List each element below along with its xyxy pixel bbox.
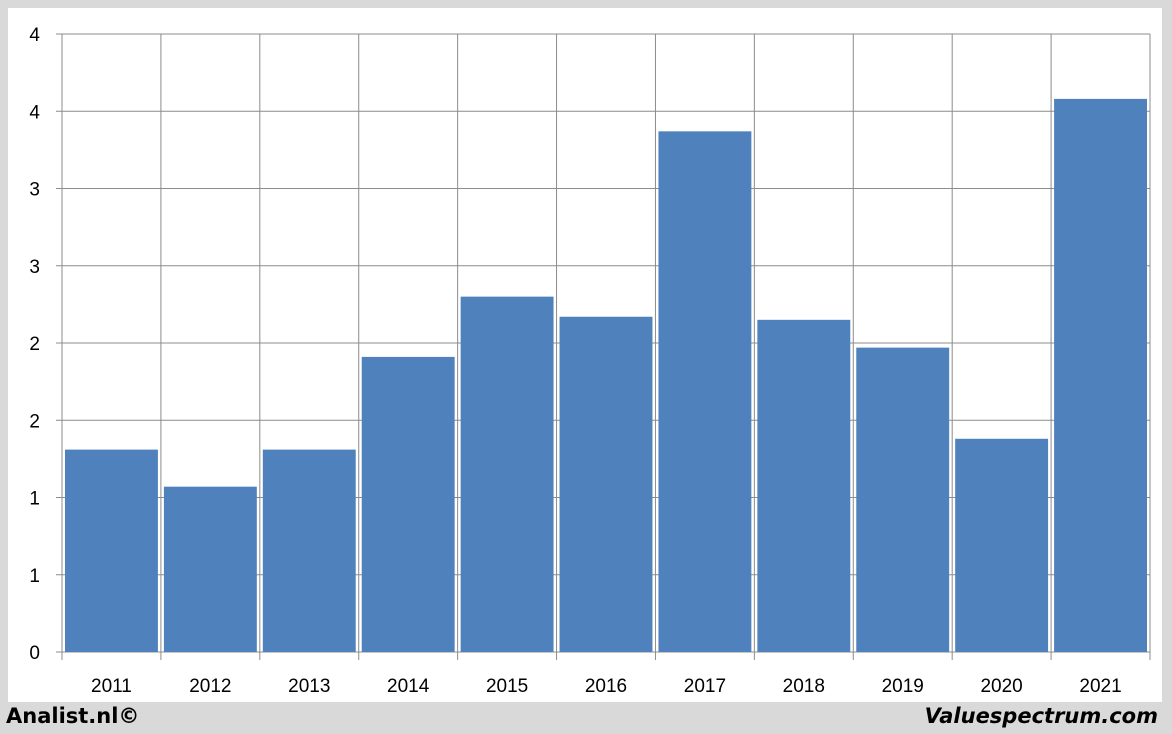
bar-2019 xyxy=(856,347,950,652)
y-tick-label: 0 xyxy=(29,643,40,664)
x-tick-label: 2020 xyxy=(980,676,1022,697)
bar-2020 xyxy=(955,438,1049,652)
y-tick-label: 4 xyxy=(29,25,40,46)
bar-2011 xyxy=(65,449,158,652)
bar-2016 xyxy=(559,316,653,652)
x-tick-label: 2015 xyxy=(486,676,528,697)
y-tick-label: 2 xyxy=(29,411,40,432)
bar-2014 xyxy=(361,356,455,652)
source-credit-left: Analist.nl© xyxy=(6,704,140,728)
y-tick-label: 1 xyxy=(29,489,40,510)
x-tick-label: 2013 xyxy=(288,676,330,697)
x-tick-label: 2017 xyxy=(684,676,726,697)
y-tick-label: 3 xyxy=(29,257,40,278)
bar-2015 xyxy=(460,296,554,652)
source-credit-right: Valuespectrum.com xyxy=(924,704,1158,728)
bar-2013 xyxy=(262,449,356,652)
y-tick-label: 1 xyxy=(29,566,40,587)
y-tick-label: 2 xyxy=(29,334,40,355)
x-tick-label: 2019 xyxy=(882,676,924,697)
x-tick-label: 2016 xyxy=(585,676,627,697)
x-tick-label: 2014 xyxy=(387,676,430,697)
x-tick-label: 2021 xyxy=(1079,676,1121,697)
bar-2021 xyxy=(1054,98,1147,652)
x-tick-label: 2012 xyxy=(189,676,231,697)
y-tick-label: 4 xyxy=(29,102,40,123)
bar-2012 xyxy=(163,486,257,652)
x-tick-label: 2011 xyxy=(91,676,132,697)
bar-2018 xyxy=(757,319,851,652)
y-tick-label: 3 xyxy=(29,180,40,201)
bar-2017 xyxy=(658,131,752,652)
x-tick-label: 2018 xyxy=(783,676,825,697)
